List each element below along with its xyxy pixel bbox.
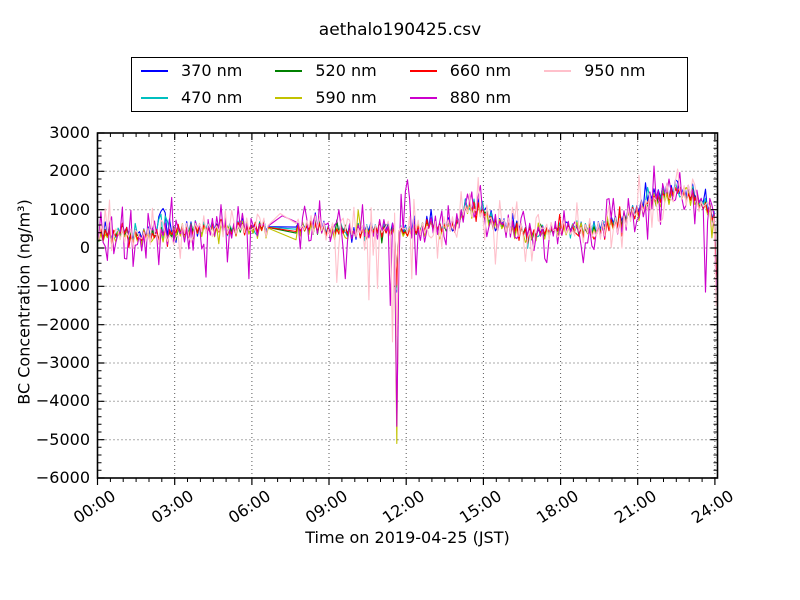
legend-item-label: 950 nm	[584, 61, 646, 81]
legend-line-swatch	[409, 96, 437, 99]
legend-item-label: 370 nm	[181, 61, 243, 81]
legend-item-590nm: 590 nm	[275, 87, 377, 107]
legend-item-520nm: 520 nm	[275, 61, 377, 81]
legend-line-swatch	[544, 70, 572, 73]
y-tick-label: −4000	[35, 391, 90, 411]
plot-frame	[96, 132, 719, 479]
y-tick-label: −6000	[35, 468, 90, 487]
legend-item-label: 520 nm	[315, 61, 377, 81]
legend-item-label: 470 nm	[181, 87, 243, 107]
series-line-950nm	[98, 168, 717, 343]
minor-ticks	[97, 133, 718, 482]
series-line-880nm	[98, 165, 717, 427]
y-tick-label: 2000	[49, 161, 90, 181]
major-ticks	[96, 132, 718, 485]
y-tick-label: −1000	[35, 276, 90, 296]
legend-item-880nm: 880 nm	[409, 87, 512, 107]
legend-line-swatch	[275, 96, 303, 99]
x-axis-label: Time on 2019-04-25 (JST)	[305, 528, 510, 547]
legend-item-470nm: 470 nm	[141, 87, 243, 107]
chart-title: aethalo190425.csv	[318, 20, 482, 40]
y-tick-label: 0	[79, 238, 90, 257]
y-tick-label: −5000	[35, 429, 90, 449]
legend-item-label: 880 nm	[449, 87, 512, 107]
legend-item-label: 660 nm	[449, 61, 512, 81]
legend-line-swatch	[141, 70, 168, 73]
legend: 370 nm 470 nm 520 nm 590 nm 660 nm 880 nm 950 …	[131, 57, 688, 112]
legend-line-swatch	[141, 96, 168, 99]
gridlines	[97, 133, 718, 478]
y-tick-label: −2000	[35, 314, 90, 334]
legend-item-660nm: 660 nm	[409, 61, 512, 81]
y-tick-label: −3000	[35, 353, 90, 372]
series-line-520nm	[98, 187, 717, 288]
y-tick-label: 1000	[49, 199, 90, 219]
legend-line-swatch	[275, 70, 303, 73]
legend-item-950nm: 950 nm	[544, 62, 645, 80]
y-axis-label: BC Concentration (ng/m³)	[14, 199, 34, 405]
legend-item-label: 590 nm	[315, 87, 377, 107]
legend-item-370nm: 370 nm	[141, 62, 242, 80]
legend-line-swatch	[409, 70, 437, 73]
y-tick-label: 3000	[49, 123, 90, 142]
